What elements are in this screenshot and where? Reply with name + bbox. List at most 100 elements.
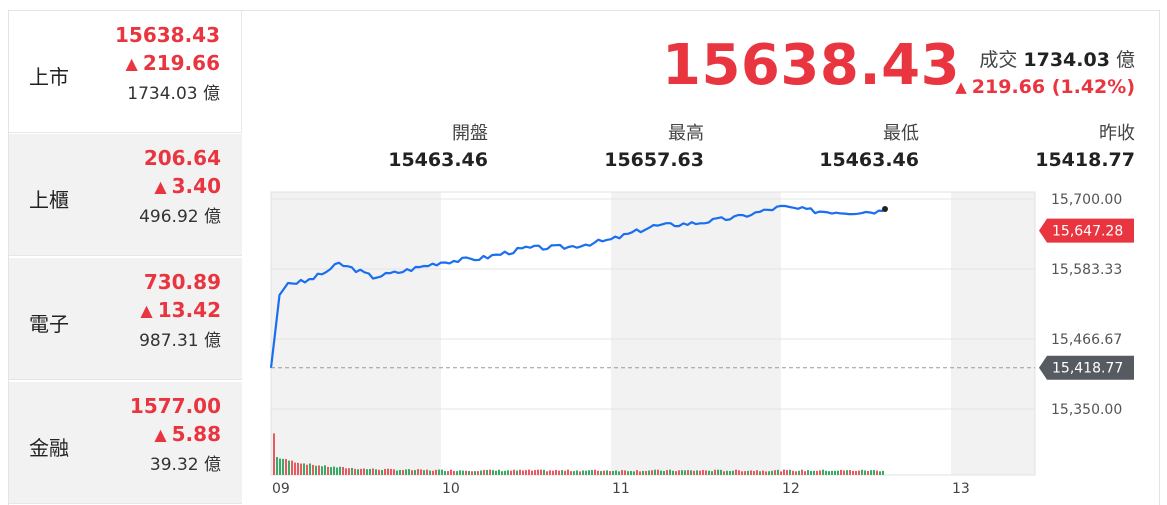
volume-bar xyxy=(306,464,308,475)
stat-value: 15657.63 xyxy=(604,149,704,171)
volume-bar xyxy=(600,471,602,475)
volume-bar xyxy=(420,469,422,475)
volume-bar xyxy=(549,470,551,475)
up-triangle-icon: ▲ xyxy=(154,425,167,444)
volume-bar xyxy=(579,471,581,475)
volume-bar xyxy=(627,471,629,475)
volume-bar xyxy=(507,470,509,475)
volume-bar xyxy=(324,465,326,475)
volume-bar xyxy=(870,470,872,475)
sidebar-item-change-value: 5.88 xyxy=(171,422,221,446)
stat-label: 昨收 xyxy=(1099,123,1135,144)
volume-bar xyxy=(852,470,854,475)
volume-bar xyxy=(462,470,464,475)
sidebar-item-name: 電子 xyxy=(29,312,69,336)
volume-bar xyxy=(654,469,656,475)
volume-bar xyxy=(621,470,623,475)
x-tick-label: 13 xyxy=(952,481,970,497)
volume-bar xyxy=(555,469,557,475)
price-line xyxy=(269,204,884,368)
volume-bar xyxy=(789,469,791,475)
volume-bar xyxy=(582,470,584,475)
volume-bar xyxy=(735,469,737,475)
volume-bar xyxy=(513,469,515,475)
volume-bar xyxy=(726,470,728,475)
volume-bar xyxy=(756,470,758,475)
volume-bar xyxy=(342,466,344,475)
volume-bar xyxy=(474,471,476,475)
volume-bar xyxy=(276,457,278,475)
volume-bar xyxy=(384,468,386,475)
volume-bar xyxy=(564,470,566,475)
volume-bar xyxy=(273,433,275,475)
volume-bar xyxy=(855,470,857,475)
volume-bar xyxy=(447,471,449,475)
sidebar-item-electronics[interactable]: 電子 730.89 ▲ 13.42 987.31 億 xyxy=(9,258,242,380)
volume-bar xyxy=(672,470,674,475)
volume-bar xyxy=(663,471,665,475)
volume-bar xyxy=(858,470,860,475)
volume-bar xyxy=(393,469,395,475)
sidebar-item-name: 上市 xyxy=(29,65,69,89)
volume-bar xyxy=(441,469,443,475)
sidebar-item-change: ▲ 219.66 xyxy=(126,51,221,75)
up-triangle-icon: ▲ xyxy=(125,54,138,73)
sidebar-item-volume: 987.31 億 xyxy=(139,331,221,351)
volume-bar xyxy=(531,470,533,475)
volume-bar xyxy=(657,469,659,475)
volume-bar xyxy=(669,469,671,475)
volume-bar xyxy=(414,470,416,475)
stat-value: 15418.77 xyxy=(1035,149,1135,171)
volume-bar xyxy=(318,465,320,475)
volume-bar xyxy=(732,470,734,475)
volume-bar xyxy=(771,470,773,475)
hour-band xyxy=(951,192,1035,475)
turnover-value: 1734.03 xyxy=(1023,49,1110,71)
volume-bar xyxy=(405,469,407,475)
volume-bar xyxy=(882,470,884,475)
volume-bar xyxy=(819,470,821,475)
volume-bar xyxy=(723,471,725,475)
sidebar-item-change-value: 219.66 xyxy=(142,51,220,75)
volume-bar xyxy=(705,470,707,475)
volume-bar xyxy=(387,468,389,475)
volume-bar xyxy=(864,470,866,475)
sidebar-item-change-value: 3.40 xyxy=(171,174,221,198)
stat-label: 最高 xyxy=(668,123,704,144)
volume-bar xyxy=(666,470,668,475)
volume-bar xyxy=(510,470,512,475)
volume-bar xyxy=(411,470,413,475)
prev-close-badge-label: 15,418.77 xyxy=(1052,361,1123,377)
current-price: 15638.43 xyxy=(662,33,961,98)
volume-bar xyxy=(741,471,743,475)
volume-bar xyxy=(639,471,641,475)
volume-bar xyxy=(714,469,716,475)
volume-bar xyxy=(594,469,596,475)
volume-bar xyxy=(699,470,701,475)
volume-bar xyxy=(546,471,548,475)
hour-band xyxy=(441,192,611,475)
volume-bar xyxy=(681,470,683,475)
volume-bar xyxy=(717,469,719,475)
volume-bar xyxy=(396,470,398,475)
volume-bar xyxy=(279,458,281,475)
volume-bar xyxy=(429,470,431,475)
up-triangle-icon: ▲ xyxy=(140,301,153,320)
stat-value: 15463.46 xyxy=(388,149,488,171)
volume-bar xyxy=(633,471,635,475)
volume-bar xyxy=(606,470,608,475)
current-price-badge xyxy=(1039,218,1134,243)
stat-label: 最低 xyxy=(883,123,919,144)
hour-band xyxy=(611,192,781,475)
sidebar-item-taiex[interactable]: 上市 15638.43 ▲ 219.66 1734.03 億 xyxy=(9,11,242,133)
volume-bar xyxy=(618,471,620,475)
volume-bar xyxy=(660,470,662,475)
volume-bar xyxy=(438,469,440,475)
volume-bar xyxy=(453,470,455,475)
volume-bar xyxy=(675,471,677,475)
sidebar-item-otc[interactable]: 上櫃 206.64 ▲ 3.40 496.92 億 xyxy=(9,134,242,256)
volume-bar xyxy=(360,468,362,475)
volume-bar xyxy=(489,469,491,475)
sidebar-item-finance[interactable]: 金融 1577.00 ▲ 5.88 39.32 億 xyxy=(9,382,242,504)
